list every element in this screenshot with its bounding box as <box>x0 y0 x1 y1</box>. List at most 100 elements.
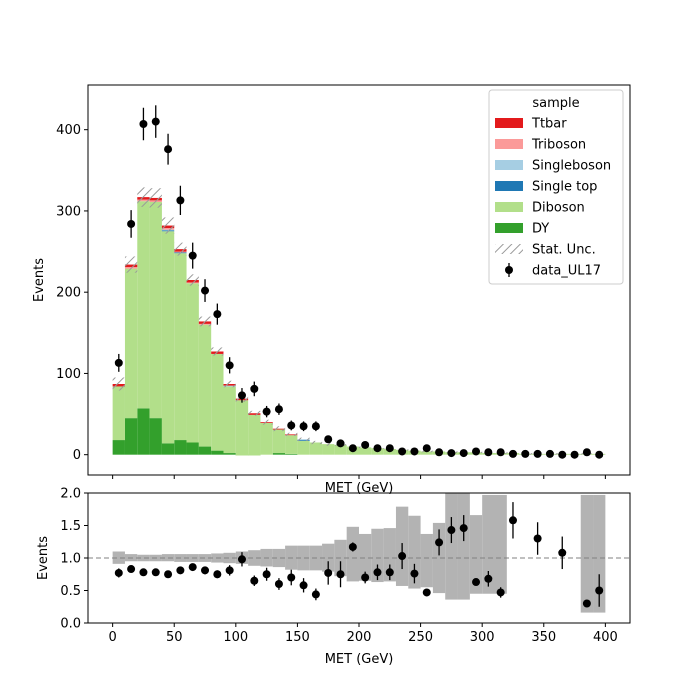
stat-unc-bar <box>260 419 273 425</box>
main-y-tick-label: 0 <box>73 448 81 463</box>
main-y-tick-label: 300 <box>56 204 81 219</box>
ratio-point <box>484 574 493 583</box>
ratio-band-bar <box>346 526 359 582</box>
data-point <box>287 421 296 430</box>
main-y-tick-label: 400 <box>56 123 81 138</box>
ratio-point <box>287 573 296 582</box>
ratio-band-bar <box>248 550 261 566</box>
stack-bar <box>174 440 187 455</box>
legend-swatch-triboson <box>495 139 523 149</box>
ratio-y-tick-label: 0.5 <box>60 584 81 599</box>
ratio-band-bar <box>593 494 606 613</box>
stack-bar <box>124 268 138 419</box>
data-point <box>533 449 542 458</box>
stat-unc-bar <box>309 440 323 445</box>
ratio-point <box>213 570 222 579</box>
stack-bar <box>248 414 261 456</box>
legend-label-diboson: Diboson <box>532 201 585 216</box>
stat-unc-bar <box>272 426 286 432</box>
data-point <box>373 444 382 453</box>
legend-swatch-single-top <box>495 181 523 191</box>
stat-unc-bar <box>198 316 212 327</box>
data-point <box>164 145 173 154</box>
ratio-y-tick-label: 1.5 <box>60 519 81 534</box>
ratio-band-bar <box>223 552 236 564</box>
stack-bar <box>272 453 286 455</box>
stack-bar <box>174 253 187 441</box>
data-point <box>484 448 493 457</box>
ratio-plot: 0 50 100 150 200 250 300 350 400 0.0 0.5 1.0 1.5 2.0 M… <box>36 487 631 667</box>
data-point <box>508 449 517 458</box>
ratio-points <box>114 502 604 608</box>
stack-bar <box>149 202 162 419</box>
stack-diboson <box>112 201 606 456</box>
legend-label-single-top: Single top <box>532 180 597 195</box>
data-point <box>127 219 136 228</box>
data-point <box>176 196 185 205</box>
ratio-band-bar <box>408 515 421 589</box>
legend-swatch-dy <box>495 223 523 233</box>
legend-label-ttbar: Ttbar <box>531 117 567 132</box>
ratio-point <box>447 526 456 535</box>
data-point <box>274 405 283 414</box>
data-point <box>447 449 456 458</box>
ratio-band-bar <box>371 528 384 583</box>
ratio-point <box>188 563 197 572</box>
stack-bar <box>161 231 175 444</box>
ratio-x-tick-label: 50 <box>166 630 183 645</box>
stat-unc-bar <box>186 274 199 286</box>
stack-bar <box>235 400 249 456</box>
stat-unc-bar <box>149 188 162 208</box>
ratio-point <box>385 568 394 577</box>
stack-bar <box>285 435 298 454</box>
ratio-y-tick-label: 1.0 <box>60 552 81 567</box>
legend-label-triboson: Triboson <box>531 138 586 153</box>
ratio-y-tick-label: 0.0 <box>60 617 81 632</box>
data-point <box>472 447 481 456</box>
data-point <box>262 407 271 416</box>
ratio-point <box>299 581 308 590</box>
ratio-point <box>422 588 431 597</box>
data-point <box>570 450 579 459</box>
stat-unc-bar <box>161 217 175 234</box>
data-point <box>151 117 160 126</box>
stack-bar <box>285 453 298 455</box>
ratio-band-bar <box>297 545 310 571</box>
data-point <box>188 251 197 260</box>
ratio-point <box>348 542 357 551</box>
legend-swatch-ttbar <box>495 118 523 128</box>
ratio-y-axis-label: Events <box>36 536 51 580</box>
ratio-point <box>176 566 185 575</box>
ratio-point <box>274 580 283 588</box>
stat-unc-bar <box>112 377 125 391</box>
data-point <box>410 447 419 456</box>
ratio-point <box>201 566 210 575</box>
ratio-point <box>595 586 604 595</box>
stack-bar <box>309 442 323 455</box>
stack-bar <box>334 444 347 455</box>
stack-bar <box>198 446 212 455</box>
data-point <box>250 384 259 393</box>
ratio-point <box>459 524 468 533</box>
stack-bar <box>186 283 199 443</box>
ratio-point <box>114 568 123 577</box>
stack-bar <box>211 353 224 451</box>
ratio-band-bar <box>494 494 507 594</box>
legend-label-singleboson: Singleboson <box>532 159 611 174</box>
data-point <box>311 422 320 431</box>
ratio-band-bar <box>445 493 458 600</box>
stat-unc-bar <box>223 380 236 388</box>
data-point <box>201 286 210 295</box>
ratio-x-tick-label: 100 <box>223 630 248 645</box>
ratio-point <box>164 570 173 579</box>
legend-title: sample <box>532 96 579 111</box>
main-y-tick-label: 200 <box>56 286 81 301</box>
ratio-point <box>250 576 259 585</box>
data-point <box>435 448 444 457</box>
stat-unc-bar <box>285 432 298 436</box>
stack-bar <box>223 386 236 454</box>
main-y-axis-label: Events <box>32 258 47 302</box>
stack-bar <box>420 451 433 455</box>
ratio-point <box>373 568 382 577</box>
ratio-x-tick-label: 350 <box>531 630 556 645</box>
